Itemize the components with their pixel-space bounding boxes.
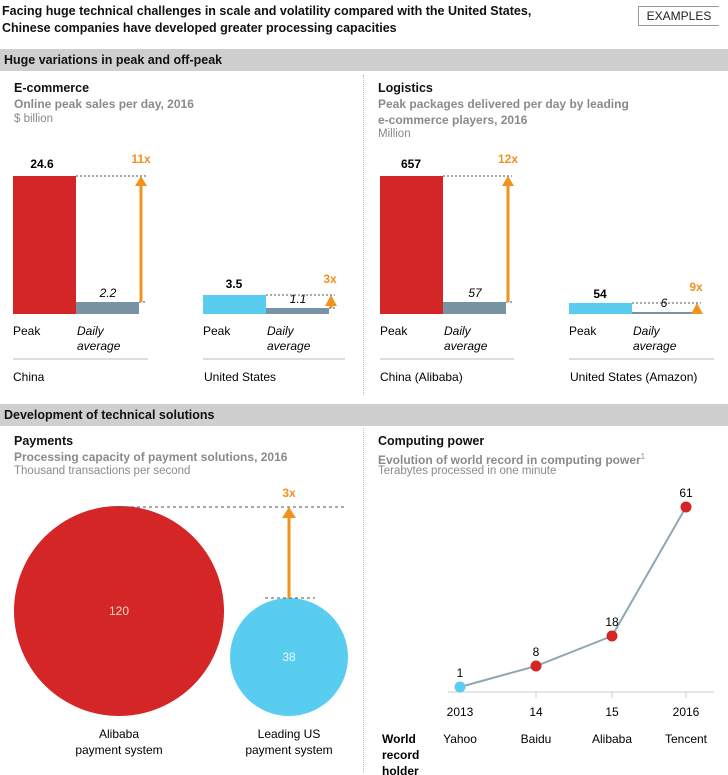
- computing-holder-label: Alibaba: [592, 732, 632, 746]
- china-peak-value: 24.6: [30, 157, 54, 171]
- amazon-group-label: United States (Amazon): [570, 370, 697, 384]
- computing-value-label: 61: [679, 486, 693, 500]
- computing-unit: Terabytes processed in one minute: [378, 465, 557, 477]
- payments-title: Payments: [14, 434, 74, 448]
- payment-arrow-head: [282, 507, 296, 518]
- us-avg-label-1: Daily: [267, 324, 295, 338]
- alibaba-payment-label-1: Alibaba: [99, 727, 139, 741]
- alibaba-peak-value: 657: [401, 157, 421, 171]
- alibaba-peak-label: Peak: [380, 324, 408, 338]
- amazon-avg-bar: [632, 312, 695, 314]
- payments-unit: Thousand transactions per second: [14, 465, 191, 477]
- section-band-solutions: Development of technical solutions: [0, 404, 728, 426]
- examples-badge: EXAMPLES: [638, 6, 719, 26]
- amazon-arrow-head: [691, 303, 703, 314]
- amazon-peak-bar: [569, 303, 632, 314]
- holder-title-3: holder: [382, 764, 419, 775]
- china-group-label: China: [13, 370, 45, 384]
- alibaba-payment-bubble: [14, 506, 224, 716]
- alibaba-payment-label-2: payment system: [75, 743, 162, 757]
- panel-divider: [363, 75, 364, 395]
- holder-title-2: record: [382, 748, 419, 762]
- logistics-subtitle: Peak packages delivered per day by leadi…: [378, 97, 629, 127]
- computing-value-label: 1: [457, 666, 464, 680]
- us-peak-bar: [203, 295, 266, 314]
- holder-title-1: World: [382, 732, 416, 746]
- alibaba-avg-value: 57: [468, 286, 483, 300]
- us-peak-value: 3.5: [226, 277, 243, 291]
- computing-value-label: 18: [605, 615, 619, 629]
- china-peak-label: Peak: [13, 324, 41, 338]
- ecommerce-subtitle: Online peak sales per day, 2016: [14, 97, 194, 111]
- logistics-title: Logistics: [378, 81, 433, 95]
- amazon-avg-label-1: Daily: [633, 324, 661, 338]
- computing-point-2013: [454, 681, 466, 693]
- china-avg-value: 2.2: [99, 286, 117, 300]
- china-avg-label-1: Daily: [77, 324, 105, 338]
- china-peak-bar: [13, 176, 76, 314]
- us-multiple: 3x: [323, 272, 337, 286]
- payments-chart: 120 38 3x Alibaba payment system Leading…: [14, 486, 348, 757]
- alibaba-multiple: 12x: [498, 152, 518, 166]
- us-payment-value: 38: [282, 650, 296, 664]
- computing-value-label: 8: [533, 645, 540, 659]
- amazon-multiple: 9x: [689, 280, 703, 294]
- computing-point-15: [606, 630, 618, 642]
- computing-holder-label: Baidu: [521, 732, 552, 746]
- panel-divider-2: [363, 428, 364, 773]
- logistics-chart: 657 57 12x Peak Daily average China (Ali…: [380, 152, 714, 384]
- computing-x-tick: 2016: [673, 705, 700, 719]
- computing-holder-label: Tencent: [665, 732, 708, 746]
- page-title: Facing huge technical challenges in scal…: [2, 4, 532, 35]
- ecommerce-title: E-commerce: [14, 81, 90, 95]
- us-avg-label-2: average: [267, 339, 311, 353]
- alibaba-payment-value: 120: [109, 604, 129, 618]
- us-peak-label: Peak: [203, 324, 231, 338]
- computing-subtitle: Evolution of world record in computing p…: [378, 452, 646, 467]
- computing-point-2016: [680, 501, 692, 513]
- us-payment-bubble: [230, 598, 348, 716]
- us-avg-bar: [266, 308, 329, 314]
- us-payment-label-1: Leading US: [258, 727, 321, 741]
- section-band-peak: Huge variations in peak and off-peak: [0, 49, 728, 71]
- us-arrow-head: [325, 295, 337, 306]
- amazon-peak-value: 54: [593, 287, 607, 301]
- computing-x-tick: 15: [605, 705, 619, 719]
- us-payment-label-2: payment system: [245, 743, 332, 757]
- china-multiple: 11x: [131, 152, 151, 166]
- ecommerce-chart: 24.6 2.2 11x Peak Daily average China 3.…: [13, 152, 345, 384]
- computing-line: [459, 506, 687, 688]
- computing-title: Computing power: [378, 434, 485, 448]
- china-avg-bar: [76, 302, 139, 314]
- us-group-label: United States: [204, 370, 276, 384]
- china-avg-label-2: average: [77, 339, 121, 353]
- alibaba-avg-bar: [443, 302, 506, 314]
- computing-holder-label: Yahoo: [443, 732, 477, 746]
- alibaba-avg-label-2: average: [444, 339, 488, 353]
- logistics-unit: Million: [378, 128, 411, 140]
- amazon-avg-label-2: average: [633, 339, 677, 353]
- computing-x-tick: 2013: [447, 705, 474, 719]
- alibaba-peak-bar: [380, 176, 443, 314]
- payments-subtitle: Processing capacity of payment solutions…: [14, 450, 288, 464]
- amazon-peak-label: Peak: [569, 324, 597, 338]
- ecommerce-unit: $ billion: [14, 113, 53, 125]
- alibaba-avg-label-1: Daily: [444, 324, 472, 338]
- us-avg-value: 1.1: [290, 292, 307, 306]
- payment-multiple: 3x: [282, 486, 296, 500]
- alibaba-arrow-head: [502, 176, 514, 186]
- china-arrow-head: [135, 176, 147, 186]
- computing-x-tick: 14: [529, 705, 543, 719]
- alibaba-group-label: China (Alibaba): [380, 370, 463, 384]
- computing-chart: 1 2013 Yahoo 8 14 Baidu 18 15 Alibaba 61 2016 Tence…: [382, 486, 714, 775]
- computing-point-14: [530, 660, 542, 672]
